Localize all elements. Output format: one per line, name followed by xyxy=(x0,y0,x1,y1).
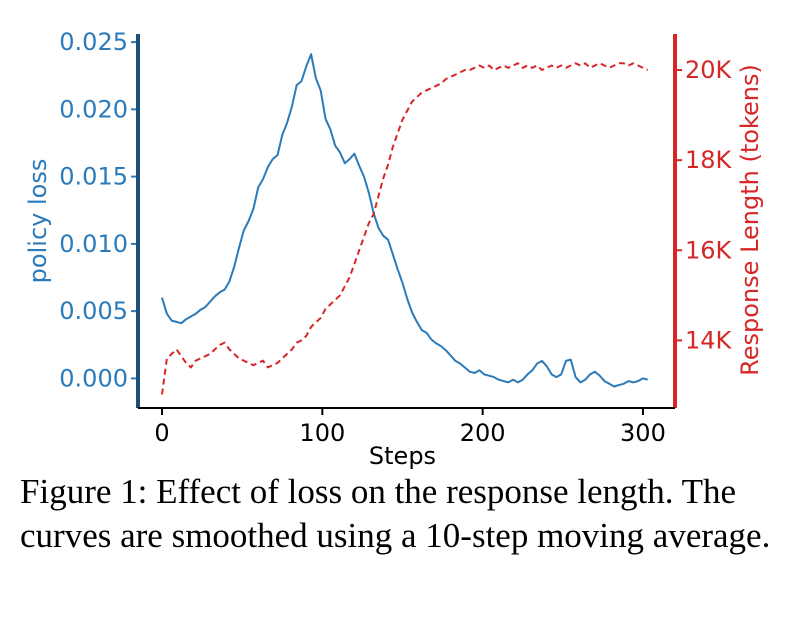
y-left-tick-label: 0.005 xyxy=(59,297,128,325)
y-axis-right-label: Response Length (tokens) xyxy=(736,64,764,376)
y-left-tick-label: 0.015 xyxy=(59,163,128,191)
series-lines xyxy=(161,53,649,395)
response-length-line xyxy=(161,62,649,395)
x-tick-label: 300 xyxy=(620,419,666,447)
y-axis-left-label: policy loss xyxy=(24,159,52,284)
y-right-tick-label: 20K xyxy=(685,56,733,84)
y-left-tick-label: 0.020 xyxy=(59,95,128,123)
y-right-tick-label: 18K xyxy=(685,146,733,174)
axes xyxy=(136,34,677,409)
x-tick-group: 0 100 200 300 xyxy=(154,408,666,447)
y-left-tick-label: 0.000 xyxy=(59,364,128,392)
x-tick-label: 100 xyxy=(299,419,345,447)
policy-loss-line xyxy=(161,53,648,388)
y-right-tick-label: 16K xyxy=(685,236,733,264)
figure-caption: Figure 1: Effect of loss on the response… xyxy=(20,472,771,555)
y-left-tick-label: 0.025 xyxy=(59,28,128,56)
y-left-tick-group: 0.000 0.005 0.010 0.015 0.020 0.025 xyxy=(59,28,138,392)
y-right-tick-group: 14K 16K 18K 20K xyxy=(675,56,733,354)
chart: 0.000 0.005 0.010 0.015 0.020 0.025 14K 16K 18K… xyxy=(24,28,764,470)
x-tick-label: 200 xyxy=(460,419,506,447)
y-left-tick-label: 0.010 xyxy=(59,230,128,258)
y-right-tick-label: 14K xyxy=(685,326,733,354)
x-tick-label: 0 xyxy=(154,419,169,447)
x-axis-label: Steps xyxy=(369,442,436,470)
